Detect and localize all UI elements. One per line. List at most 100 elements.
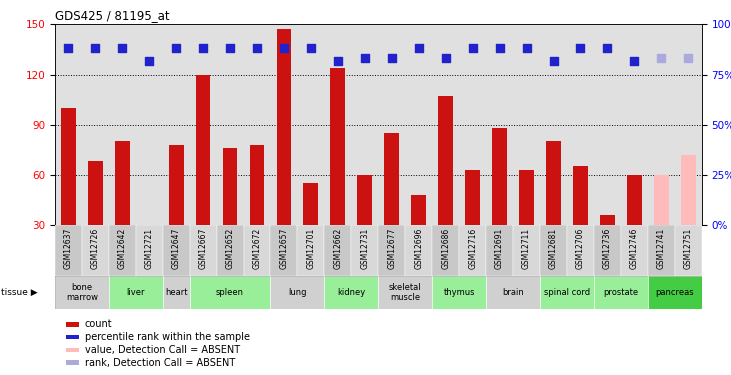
Bar <box>109 225 136 276</box>
Bar <box>61 108 76 225</box>
Bar <box>385 133 399 225</box>
Text: lung: lung <box>288 288 307 297</box>
Bar <box>378 225 405 276</box>
Point <box>278 45 289 51</box>
Text: GSM12741: GSM12741 <box>657 228 666 269</box>
Bar <box>654 175 669 225</box>
Point <box>359 55 371 61</box>
Text: kidney: kidney <box>337 288 366 297</box>
Bar <box>648 225 675 276</box>
Bar <box>88 162 102 225</box>
Text: GSM12686: GSM12686 <box>442 228 450 269</box>
Text: tissue ▶: tissue ▶ <box>1 288 38 297</box>
Text: GSM12716: GSM12716 <box>468 228 477 269</box>
Bar <box>621 225 648 276</box>
Text: GSM12736: GSM12736 <box>603 228 612 269</box>
Text: GSM12746: GSM12746 <box>630 228 639 269</box>
Text: pancreas: pancreas <box>656 288 694 297</box>
Point <box>467 45 479 51</box>
Point <box>575 45 586 51</box>
Bar <box>681 155 696 225</box>
Text: GSM12721: GSM12721 <box>145 228 154 268</box>
Bar <box>492 128 507 225</box>
Bar <box>627 175 642 225</box>
Text: GSM12701: GSM12701 <box>306 228 315 269</box>
Point <box>62 45 74 51</box>
Bar <box>303 183 318 225</box>
Point <box>116 45 128 51</box>
Bar <box>567 225 594 276</box>
Bar <box>412 195 426 225</box>
Bar <box>298 225 325 276</box>
Point <box>197 45 209 51</box>
Bar <box>189 276 270 309</box>
Text: GSM12706: GSM12706 <box>576 228 585 269</box>
Bar <box>439 96 453 225</box>
Bar <box>276 29 292 225</box>
Text: GSM12731: GSM12731 <box>360 228 369 269</box>
Text: GSM12691: GSM12691 <box>495 228 504 269</box>
Bar <box>352 225 379 276</box>
Point <box>602 45 613 51</box>
Text: GSM12642: GSM12642 <box>118 228 126 269</box>
Bar <box>540 276 594 309</box>
Point <box>629 58 640 64</box>
Point <box>143 58 155 64</box>
Text: spleen: spleen <box>216 288 244 297</box>
Bar <box>325 225 352 276</box>
Point <box>386 55 398 61</box>
Point <box>170 45 182 51</box>
Text: heart: heart <box>165 288 187 297</box>
Bar <box>594 225 621 276</box>
Text: GSM12672: GSM12672 <box>252 228 262 269</box>
Point <box>493 45 505 51</box>
Bar <box>600 215 615 225</box>
Bar <box>540 225 567 276</box>
Text: GSM12667: GSM12667 <box>199 228 208 269</box>
Text: liver: liver <box>126 288 145 297</box>
Bar <box>546 141 561 225</box>
Bar <box>573 166 588 225</box>
Bar <box>432 276 486 309</box>
Text: GDS425 / 81195_at: GDS425 / 81195_at <box>55 9 170 22</box>
Bar <box>189 225 216 276</box>
Point <box>305 45 317 51</box>
Bar <box>357 175 372 225</box>
Text: brain: brain <box>502 288 524 297</box>
Point <box>332 58 344 64</box>
Bar <box>648 276 702 309</box>
Point <box>89 45 101 51</box>
Bar <box>162 225 189 276</box>
Text: GSM12677: GSM12677 <box>387 228 396 269</box>
Text: prostate: prostate <box>603 288 638 297</box>
Bar <box>519 170 534 225</box>
Text: GSM12751: GSM12751 <box>683 228 693 269</box>
Bar <box>675 225 702 276</box>
Bar <box>243 225 270 276</box>
Point <box>683 55 694 61</box>
Text: value, Detection Call = ABSENT: value, Detection Call = ABSENT <box>85 345 240 355</box>
Bar <box>330 68 345 225</box>
Bar <box>223 148 238 225</box>
Bar <box>432 225 459 276</box>
Text: GSM12652: GSM12652 <box>226 228 235 269</box>
Bar <box>405 225 432 276</box>
Text: percentile rank within the sample: percentile rank within the sample <box>85 332 250 342</box>
Text: GSM12662: GSM12662 <box>333 228 342 269</box>
Bar <box>325 276 378 309</box>
Text: skeletal
muscle: skeletal muscle <box>389 283 422 302</box>
Text: GSM12711: GSM12711 <box>522 228 531 268</box>
Text: GSM12657: GSM12657 <box>279 228 289 269</box>
Bar <box>249 145 265 225</box>
Text: GSM12647: GSM12647 <box>172 228 181 269</box>
Bar <box>142 225 156 226</box>
Bar <box>459 225 486 276</box>
Text: GSM12696: GSM12696 <box>414 228 423 269</box>
Bar <box>486 276 540 309</box>
Point <box>413 45 425 51</box>
Bar <box>378 276 432 309</box>
Text: spinal cord: spinal cord <box>544 288 590 297</box>
Bar <box>216 225 243 276</box>
Text: GSM12681: GSM12681 <box>549 228 558 268</box>
Point <box>656 55 667 61</box>
